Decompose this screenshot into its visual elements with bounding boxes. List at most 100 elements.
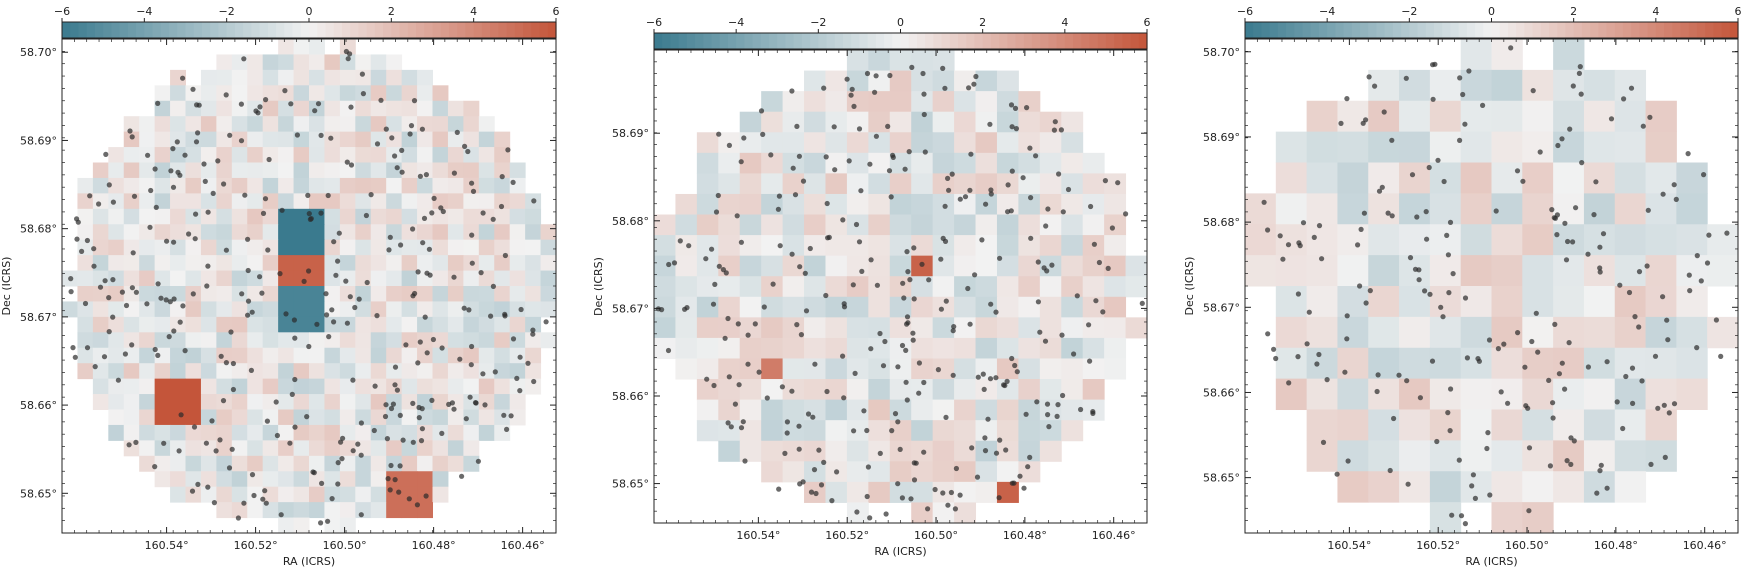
heatmap-cell — [262, 301, 279, 318]
heatmap-cell — [262, 131, 279, 148]
source-point — [825, 235, 831, 241]
source-point — [1593, 179, 1599, 185]
source-point — [119, 289, 125, 295]
source-point — [193, 139, 200, 145]
colorbar-segment — [1565, 22, 1575, 38]
heatmap-cell — [1460, 131, 1492, 164]
source-point — [344, 320, 350, 326]
source-point — [1052, 119, 1058, 125]
source-point — [824, 388, 830, 395]
colorbar-segment — [842, 33, 852, 49]
colorbar-segment — [440, 22, 450, 38]
heatmap-cell — [478, 286, 495, 302]
colorbar-segment — [490, 22, 499, 38]
source-point — [979, 237, 985, 243]
heatmap-cell — [262, 193, 279, 210]
heatmap-cell — [932, 91, 955, 113]
source-point — [1440, 314, 1446, 320]
heatmap-cell — [868, 132, 891, 154]
heatmap-cell — [185, 332, 202, 349]
source-point — [152, 166, 158, 172]
heatmap-cell — [761, 317, 784, 339]
heatmap-cell — [739, 152, 762, 174]
source-point — [856, 126, 863, 132]
y-tick-label: 58.65° — [1203, 472, 1240, 485]
heatmap-cell — [478, 378, 495, 395]
source-point — [1565, 238, 1571, 245]
y-tick-label: 58.65° — [20, 487, 57, 500]
heatmap-cell — [1399, 440, 1431, 472]
source-point — [1280, 256, 1286, 262]
heatmap-cell — [1306, 409, 1338, 441]
heatmap-cell — [447, 208, 464, 225]
colorbar-segment — [309, 22, 318, 38]
source-point — [1065, 186, 1072, 193]
heatmap-cell — [932, 152, 955, 174]
heatmap-cell — [200, 424, 217, 441]
colorbar-segment — [1540, 22, 1550, 38]
heatmap-cell — [185, 347, 202, 364]
heatmap-cell — [154, 193, 171, 210]
heatmap-cell — [1645, 131, 1677, 164]
colorbar-segment — [292, 22, 302, 38]
source-point — [794, 322, 800, 328]
heatmap-cell — [911, 296, 934, 318]
heatmap-cell — [954, 91, 977, 113]
colorbar-segment — [1384, 22, 1394, 38]
heatmap-cell — [718, 152, 741, 174]
heatmap-cell — [309, 424, 325, 441]
source-point — [1304, 341, 1310, 347]
colorbar-segment — [432, 22, 442, 38]
heatmap-cell — [1275, 347, 1308, 380]
source-point — [514, 375, 520, 381]
heatmap-cell — [324, 54, 341, 71]
source-point — [106, 182, 112, 188]
heatmap-cell — [432, 131, 449, 148]
heatmap-cell — [216, 162, 233, 179]
heatmap-cell — [231, 486, 248, 503]
source-point — [861, 408, 867, 414]
source-point — [394, 165, 400, 171]
source-point — [1571, 438, 1577, 444]
heatmap-cell — [1583, 100, 1616, 133]
heatmap-cell — [478, 347, 495, 364]
heatmap-cell — [108, 147, 125, 163]
heatmap-cell — [247, 162, 264, 179]
source-point — [1060, 392, 1066, 399]
colorbar-segment — [111, 22, 121, 38]
source-point — [129, 342, 135, 348]
heatmap-cell — [309, 224, 325, 241]
heatmap-cell — [123, 208, 140, 225]
heatmap-cell — [278, 116, 295, 133]
source-point — [841, 304, 848, 310]
heatmap-cell — [231, 147, 248, 163]
source-point — [306, 343, 312, 350]
heatmap-cell — [185, 378, 202, 395]
heatmap-cell — [911, 152, 934, 174]
heatmap-cell — [139, 131, 156, 148]
heatmap-cell — [478, 332, 495, 349]
source-point — [469, 260, 475, 266]
heatmap-cell — [401, 177, 418, 194]
heatmap-cell — [231, 502, 248, 519]
heatmap-cell — [92, 208, 109, 225]
heatmap-cell — [262, 208, 279, 225]
source-point — [348, 162, 355, 168]
source-point — [176, 448, 182, 454]
colorbar-segment — [70, 22, 80, 38]
heatmap-cell — [525, 363, 542, 380]
source-point — [1662, 454, 1668, 460]
source-point — [239, 291, 245, 297]
heatmap-cell — [293, 424, 310, 441]
y-tick-label: 58.65° — [612, 478, 649, 491]
colorbar-segment — [867, 33, 877, 49]
heatmap-cell — [170, 394, 186, 410]
heatmap-cell — [401, 316, 418, 333]
heatmap-cell — [1061, 193, 1084, 216]
source-point — [174, 139, 180, 145]
colorbar-segment — [1073, 33, 1082, 49]
source-point — [1444, 232, 1450, 238]
heatmap-cell — [170, 424, 186, 441]
heatmap-cell — [417, 471, 433, 488]
source-point — [1448, 386, 1454, 392]
